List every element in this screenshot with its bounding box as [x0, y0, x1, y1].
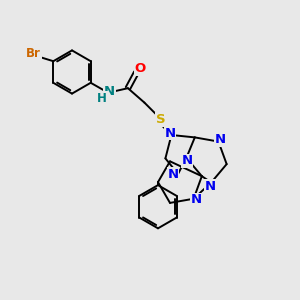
Text: H: H [97, 92, 107, 105]
Text: O: O [134, 62, 146, 75]
Text: N: N [168, 168, 179, 181]
Text: N: N [190, 194, 202, 206]
Text: S: S [156, 113, 165, 126]
Text: N: N [205, 180, 216, 193]
Text: N: N [165, 127, 176, 140]
Text: N: N [182, 154, 193, 167]
Text: Br: Br [26, 47, 41, 60]
Text: N: N [104, 85, 115, 98]
Text: N: N [215, 133, 226, 146]
